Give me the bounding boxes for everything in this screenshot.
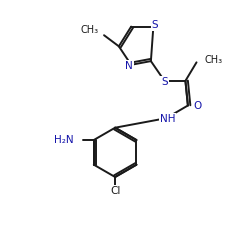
Text: Cl: Cl: [110, 186, 120, 196]
Text: O: O: [194, 100, 202, 111]
Text: CH₃: CH₃: [81, 25, 99, 35]
Text: S: S: [152, 20, 158, 30]
Text: S: S: [161, 77, 168, 87]
Text: NH: NH: [160, 114, 176, 124]
Text: CH₃: CH₃: [204, 55, 222, 65]
Text: N: N: [125, 61, 133, 71]
Text: H₂N: H₂N: [54, 135, 74, 145]
